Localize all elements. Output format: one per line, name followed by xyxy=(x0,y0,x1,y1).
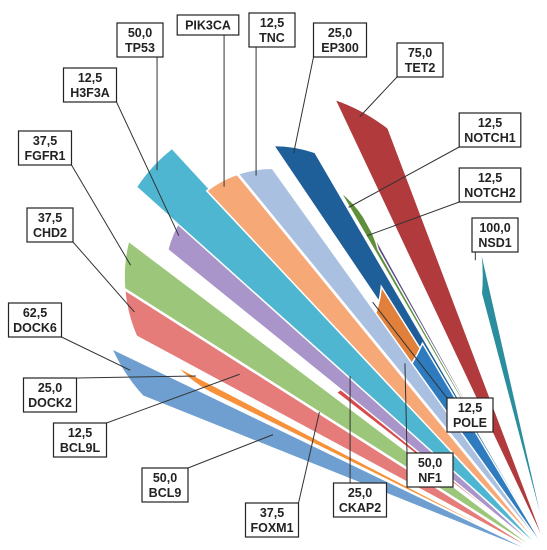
label-gene: NOTCH2 xyxy=(464,186,515,200)
leader-tet2 xyxy=(359,76,398,118)
label-value: 12,5 xyxy=(478,116,502,130)
slice-tnc xyxy=(237,167,546,550)
label-box xyxy=(248,12,296,48)
label-box xyxy=(22,377,78,413)
label-box xyxy=(17,130,73,166)
slice-dock6 xyxy=(110,346,532,550)
label-gene: CKAP2 xyxy=(339,501,381,515)
label-gene: H3F3A xyxy=(70,86,110,100)
label-value: 12,5 xyxy=(78,71,102,85)
label-gene: FGFR1 xyxy=(25,149,66,163)
label-box xyxy=(26,207,74,243)
label-box xyxy=(446,397,494,433)
label-value: 12,5 xyxy=(260,16,284,30)
leader-bcl9l xyxy=(106,373,240,424)
label-value: 62,5 xyxy=(23,306,47,320)
label-gene: NSD1 xyxy=(478,236,511,250)
label-box xyxy=(332,482,388,518)
label-box xyxy=(52,422,108,458)
label-gene: POLE xyxy=(453,416,487,430)
leader-dock6 xyxy=(61,336,131,371)
label-gene: TP53 xyxy=(125,41,155,55)
label-box xyxy=(406,452,454,488)
label-box xyxy=(471,217,519,253)
label-value: 75,0 xyxy=(408,46,432,60)
label-value: 50,0 xyxy=(153,471,177,485)
label-value: 25,0 xyxy=(328,26,352,40)
label-value: 12,5 xyxy=(68,426,92,440)
leader-bcl9 xyxy=(187,434,274,469)
label-gene: BCL9 xyxy=(149,486,182,500)
slice-pik3ca xyxy=(205,173,545,550)
label-value: 50,0 xyxy=(418,456,442,470)
label-gene: TNC xyxy=(259,31,285,45)
label-value: 12,5 xyxy=(478,171,502,185)
label-gene: EP300 xyxy=(321,41,359,55)
leader-lines xyxy=(61,35,476,504)
leader-foxm1 xyxy=(298,412,320,504)
leader-pole xyxy=(372,301,448,399)
label-box xyxy=(176,14,240,36)
label-box xyxy=(312,22,368,58)
label-box xyxy=(116,22,164,58)
label-value: 37,5 xyxy=(260,506,284,520)
label-gene: TET2 xyxy=(405,61,436,75)
label-value: 37,5 xyxy=(38,211,62,225)
label-gene: NOTCH1 xyxy=(464,131,515,145)
leader-notch2 xyxy=(366,201,460,237)
slice-tet2 xyxy=(333,97,547,550)
leader-chd2 xyxy=(72,241,135,313)
slice-dock2 xyxy=(176,365,532,550)
label-gene: CHD2 xyxy=(33,226,67,240)
label-box xyxy=(396,42,444,78)
leader-nf1 xyxy=(404,363,408,454)
label-value: 37,5 xyxy=(33,134,57,148)
label-gene: PIK3CA xyxy=(185,19,231,33)
label-box xyxy=(458,112,522,148)
label-gene: BCL9L xyxy=(60,441,101,455)
leader-notch1 xyxy=(348,146,460,208)
label-gene: DOCK6 xyxy=(13,321,57,335)
label-value: 50,0 xyxy=(128,26,152,40)
leader-fgfr1 xyxy=(71,164,132,266)
label-gene: FOXM1 xyxy=(250,521,293,535)
leader-h3f3a xyxy=(116,101,180,236)
leader-ep300 xyxy=(293,56,314,154)
slice-tp53 xyxy=(135,147,543,550)
label-box xyxy=(62,67,118,103)
label-value: 12,5 xyxy=(458,401,482,415)
label-box xyxy=(244,502,300,538)
label-box xyxy=(458,167,522,203)
label-box xyxy=(7,302,63,338)
label-pik3ca: PIK3CA xyxy=(176,14,240,36)
label-value: 25,0 xyxy=(348,486,372,500)
slice-notch1 xyxy=(339,190,547,550)
label-value: 25,0 xyxy=(38,381,62,395)
leader-dock2 xyxy=(76,375,196,379)
label-value: 100,0 xyxy=(479,221,510,235)
label-box xyxy=(141,467,189,503)
label-gene: NF1 xyxy=(418,471,442,485)
label-gene: DOCK2 xyxy=(28,396,72,410)
